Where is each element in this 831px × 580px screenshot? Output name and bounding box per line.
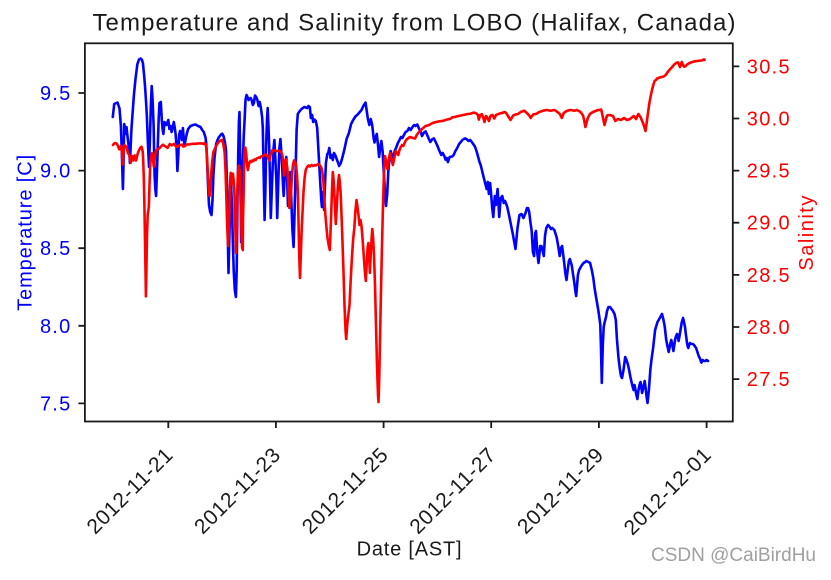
svg-text:7.5: 7.5 — [40, 393, 71, 415]
svg-text:CSDN @CaiBirdHu: CSDN @CaiBirdHu — [652, 546, 817, 567]
svg-text:28.5: 28.5 — [747, 265, 791, 287]
svg-text:30.0: 30.0 — [747, 109, 791, 131]
svg-text:CSDN @CaiBirdHu: CSDN @CaiBirdHu — [651, 545, 816, 566]
svg-text:30.5: 30.5 — [747, 56, 791, 78]
svg-text:Date [AST]: Date [AST] — [357, 539, 463, 561]
svg-text:28.0: 28.0 — [747, 317, 791, 339]
svg-text:8.5: 8.5 — [40, 238, 71, 260]
svg-text:9.5: 9.5 — [40, 83, 71, 105]
svg-text:29.5: 29.5 — [747, 161, 791, 183]
svg-text:Temperature [C]: Temperature [C] — [15, 154, 37, 311]
svg-text:8.0: 8.0 — [40, 316, 71, 338]
svg-text:Salinity: Salinity — [796, 194, 818, 270]
svg-text:29.0: 29.0 — [747, 213, 791, 235]
svg-text:Temperature and Salinity from: Temperature and Salinity from LOBO (Hali… — [92, 10, 736, 37]
svg-text:27.5: 27.5 — [747, 369, 791, 391]
svg-text:9.0: 9.0 — [40, 161, 71, 183]
